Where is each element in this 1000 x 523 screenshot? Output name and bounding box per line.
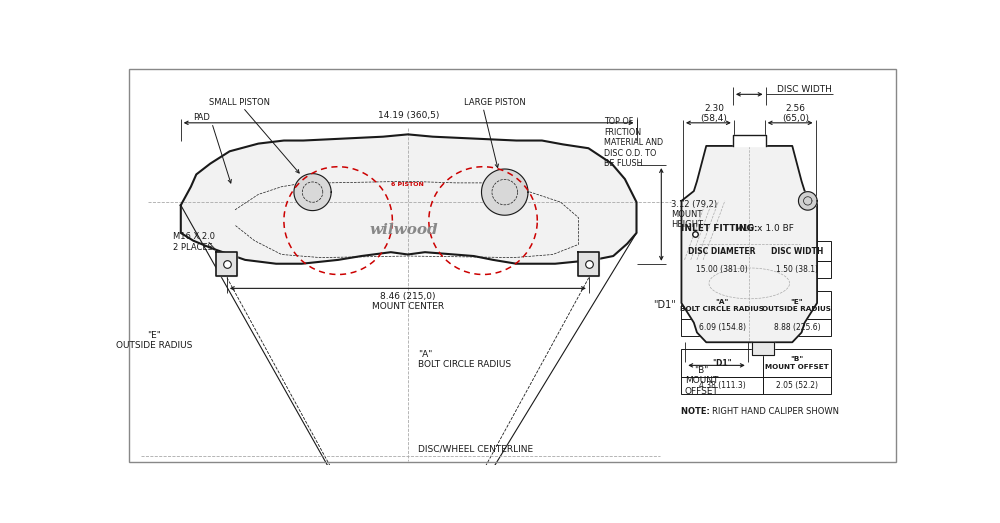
Text: LARGE PISTON: LARGE PISTON bbox=[464, 97, 526, 107]
Text: "B"
MOUNT OFFSET: "B" MOUNT OFFSET bbox=[765, 356, 829, 370]
Bar bbox=[681, 241, 763, 262]
Polygon shape bbox=[752, 342, 774, 355]
Polygon shape bbox=[578, 252, 599, 276]
Text: "D1": "D1" bbox=[654, 300, 676, 310]
Text: INLET FITTING:: INLET FITTING: bbox=[681, 224, 761, 233]
Text: 8.88 (225.6): 8.88 (225.6) bbox=[774, 323, 820, 332]
Bar bbox=[681, 377, 763, 394]
Text: DISC WIDTH: DISC WIDTH bbox=[777, 85, 832, 94]
Text: 6 PISTON: 6 PISTON bbox=[391, 182, 424, 187]
Text: M16 X 2.0
2 PLACES: M16 X 2.0 2 PLACES bbox=[173, 232, 215, 252]
Text: TOP OF
FRICTION
MATERIAL AND
DISC O.D. TO
BE FLUSH: TOP OF FRICTION MATERIAL AND DISC O.D. T… bbox=[604, 118, 663, 168]
Text: 1.50 (38.1): 1.50 (38.1) bbox=[776, 265, 818, 275]
Text: 2.30
(58,4): 2.30 (58,4) bbox=[701, 104, 727, 123]
Bar bbox=[763, 377, 831, 394]
Polygon shape bbox=[733, 135, 766, 146]
Text: 14.19 (360,5): 14.19 (360,5) bbox=[378, 111, 439, 120]
Bar bbox=[681, 291, 763, 319]
Polygon shape bbox=[798, 191, 817, 210]
Text: 2.56
(65,0): 2.56 (65,0) bbox=[782, 104, 809, 123]
Text: wilwood: wilwood bbox=[370, 223, 438, 237]
Text: RIGHT HAND CALIPER SHOWN: RIGHT HAND CALIPER SHOWN bbox=[712, 407, 839, 416]
Text: +: + bbox=[586, 262, 591, 267]
Text: SMALL PISTON: SMALL PISTON bbox=[209, 97, 270, 107]
Text: M10 x 1.0 BF: M10 x 1.0 BF bbox=[735, 224, 794, 233]
Text: 6.09 (154.8): 6.09 (154.8) bbox=[699, 323, 746, 332]
Text: 3.12 (79,2)
MOUNT
HEIGHT: 3.12 (79,2) MOUNT HEIGHT bbox=[671, 200, 718, 230]
Bar bbox=[763, 262, 831, 278]
Text: 8.46 (215,0)
MOUNT CENTER: 8.46 (215,0) MOUNT CENTER bbox=[372, 292, 444, 311]
Text: 2.05 (52.2): 2.05 (52.2) bbox=[776, 381, 818, 390]
Bar bbox=[763, 319, 831, 336]
Text: "A"
BOLT CIRCLE RADIUS: "A" BOLT CIRCLE RADIUS bbox=[680, 299, 764, 312]
Polygon shape bbox=[681, 146, 817, 342]
Bar bbox=[763, 241, 831, 262]
Polygon shape bbox=[216, 252, 237, 276]
Text: "B"
MOUNT
OFFSET: "B" MOUNT OFFSET bbox=[685, 366, 719, 396]
Bar bbox=[681, 262, 763, 278]
Bar bbox=[681, 319, 763, 336]
Bar bbox=[681, 349, 763, 377]
Text: 4.38 (111.3): 4.38 (111.3) bbox=[699, 381, 746, 390]
Text: DISC/WHEEL CENTERLINE: DISC/WHEEL CENTERLINE bbox=[418, 444, 533, 453]
Text: "A"
BOLT CIRCLE RADIUS: "A" BOLT CIRCLE RADIUS bbox=[418, 349, 511, 369]
Bar bbox=[763, 349, 831, 377]
Text: "E"
OUTSIDE RADIUS: "E" OUTSIDE RADIUS bbox=[762, 299, 831, 312]
Bar bbox=[763, 291, 831, 319]
Text: "D1": "D1" bbox=[712, 359, 732, 368]
Polygon shape bbox=[482, 169, 528, 215]
Text: +: + bbox=[224, 262, 230, 267]
Text: 15.00 (381.0): 15.00 (381.0) bbox=[696, 265, 748, 275]
Text: DISC DIAMETER: DISC DIAMETER bbox=[688, 246, 756, 256]
Text: NOTE:: NOTE: bbox=[681, 407, 713, 416]
Text: "E"
OUTSIDE RADIUS: "E" OUTSIDE RADIUS bbox=[116, 331, 193, 350]
Text: DISC WIDTH: DISC WIDTH bbox=[771, 246, 823, 256]
Polygon shape bbox=[181, 134, 637, 264]
Text: PAD: PAD bbox=[193, 113, 210, 122]
Polygon shape bbox=[294, 174, 331, 211]
